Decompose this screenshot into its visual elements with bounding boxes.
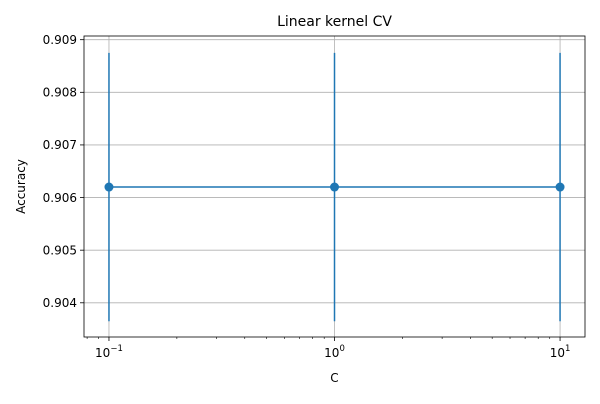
- y-tick-label: 0.909: [43, 33, 77, 47]
- y-tick-label: 0.908: [43, 86, 77, 100]
- data-point: [555, 182, 565, 192]
- y-axis-label: Accuracy: [14, 159, 28, 214]
- x-tick-label: 101: [550, 344, 571, 360]
- y-tick-label: 0.904: [43, 296, 77, 310]
- series-group: [104, 52, 565, 322]
- y-tick-label: 0.906: [43, 191, 77, 205]
- data-point: [104, 182, 114, 192]
- y-tick-label: 0.905: [43, 243, 77, 257]
- y-axis-ticks: 0.904 0.905 0.906 0.907 0.908 0.909: [43, 33, 84, 310]
- x-tick-label: 10−1: [95, 344, 123, 360]
- x-axis-label: C: [330, 371, 338, 385]
- y-tick-label: 0.907: [43, 138, 77, 152]
- chart-title: Linear kernel CV: [277, 14, 392, 30]
- x-axis-ticks: 10−1 100 101: [86, 337, 571, 360]
- data-point: [330, 182, 340, 192]
- x-tick-label: 100: [324, 344, 345, 360]
